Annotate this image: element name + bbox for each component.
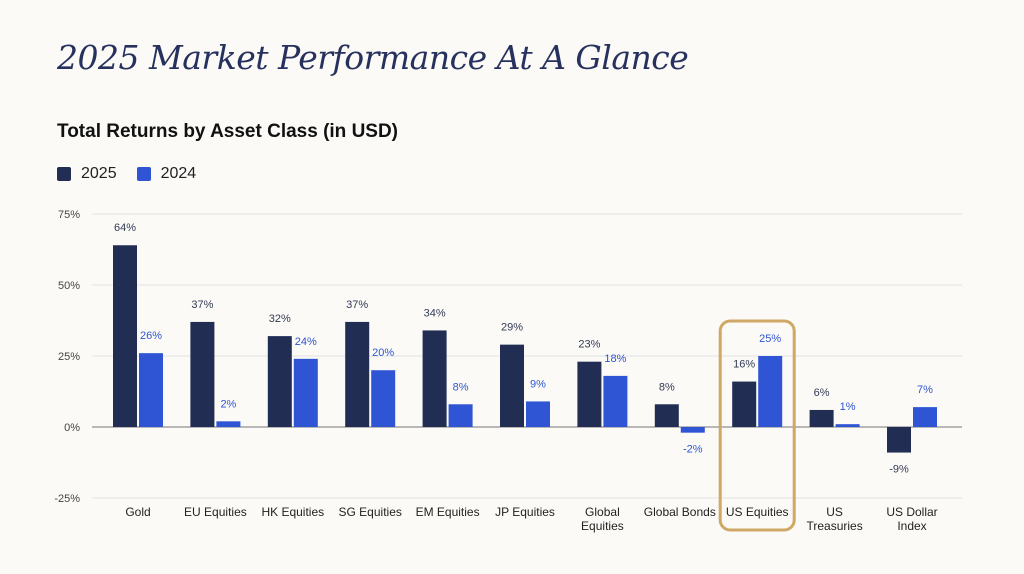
y-tick-label: 0% xyxy=(64,422,80,434)
data-label-2024: 26% xyxy=(140,330,162,342)
legend-item-2025: 2025 xyxy=(57,165,117,183)
x-tick-label: Global Bonds xyxy=(644,505,716,519)
bar-2024 xyxy=(526,401,550,427)
y-tick-label: -25% xyxy=(54,493,80,505)
legend-item-2024: 2024 xyxy=(136,165,197,183)
y-tick-label: 75% xyxy=(58,209,80,221)
chart-title: Total Returns by Asset Class (in USD) xyxy=(57,121,399,142)
data-label-2024: -2% xyxy=(683,444,703,456)
bar-2025 xyxy=(422,330,447,427)
x-tick-label: Index xyxy=(897,519,926,533)
data-label-2025: 8% xyxy=(659,381,675,393)
data-label-2024: 7% xyxy=(917,384,933,396)
legend: 2025 2024 xyxy=(57,165,196,183)
data-label-2025: 64% xyxy=(114,222,136,234)
data-label-2024: 24% xyxy=(295,336,317,348)
data-label-2025: 32% xyxy=(269,313,291,325)
x-tick-label: EU Equities xyxy=(184,505,247,519)
legend-label: 2024 xyxy=(160,165,197,182)
y-tick-label: 50% xyxy=(58,280,80,292)
bar-2025 xyxy=(809,409,834,427)
bar-2024 xyxy=(835,424,860,427)
data-label-2025: 34% xyxy=(424,307,446,319)
data-label-2025: 37% xyxy=(191,299,213,311)
bar-2024 xyxy=(139,353,163,427)
x-tick-label: Gold xyxy=(125,505,150,519)
legend-swatch-2025 xyxy=(57,167,71,181)
bar-2024 xyxy=(448,404,473,427)
x-tick-label: HK Equities xyxy=(261,505,324,519)
x-tick-label: Equities xyxy=(581,519,624,533)
x-tick-label: EM Equities xyxy=(416,505,480,519)
data-label-2025: -9% xyxy=(889,464,909,476)
data-label-2024: 25% xyxy=(759,333,781,345)
data-label-2024: 2% xyxy=(220,398,236,410)
x-tick-label: JP Equities xyxy=(495,505,555,519)
data-label-2025: 37% xyxy=(346,299,368,311)
data-label-2025: 23% xyxy=(578,339,600,351)
bar-2024 xyxy=(371,370,396,427)
legend-label: 2025 xyxy=(81,165,117,182)
bar-2025 xyxy=(500,344,524,427)
x-tick-label: US xyxy=(826,505,843,519)
bar-2024 xyxy=(913,407,937,427)
data-label-2025: 29% xyxy=(501,322,523,334)
data-label-2024: 18% xyxy=(604,353,626,365)
bar-2024 xyxy=(680,427,705,433)
data-label-2024: 20% xyxy=(372,347,394,359)
bar-2025 xyxy=(654,404,679,427)
bar-2025 xyxy=(887,427,911,453)
bar-2025 xyxy=(577,361,602,427)
data-label-2024: 1% xyxy=(840,401,856,413)
x-tick-label: SG Equities xyxy=(339,505,402,519)
highlight-box xyxy=(718,319,796,532)
x-tick-label: US Equities xyxy=(726,505,789,519)
bar-2024 xyxy=(758,356,783,427)
legend-swatch-2024 xyxy=(136,167,151,181)
page-title: 2025 Market Performance At A Glance xyxy=(57,38,689,77)
bar-2024 xyxy=(603,375,628,427)
data-label-2025: 16% xyxy=(733,359,755,371)
x-tick-label: Treasuries xyxy=(806,519,862,533)
y-tick-label: 25% xyxy=(58,351,80,363)
bar-2025 xyxy=(345,321,370,427)
bar-2025 xyxy=(267,336,292,427)
bar-2024 xyxy=(293,358,318,427)
x-tick-label: Global xyxy=(585,505,620,519)
bar-2025 xyxy=(190,321,215,427)
data-label-2025: 6% xyxy=(814,387,830,399)
bar-2025 xyxy=(732,381,757,427)
x-tick-label: US Dollar xyxy=(886,505,937,519)
bar-2025 xyxy=(113,245,137,427)
data-label-2024: 8% xyxy=(453,381,469,393)
data-label-2024: 9% xyxy=(530,378,546,390)
bar-2024 xyxy=(216,421,241,427)
